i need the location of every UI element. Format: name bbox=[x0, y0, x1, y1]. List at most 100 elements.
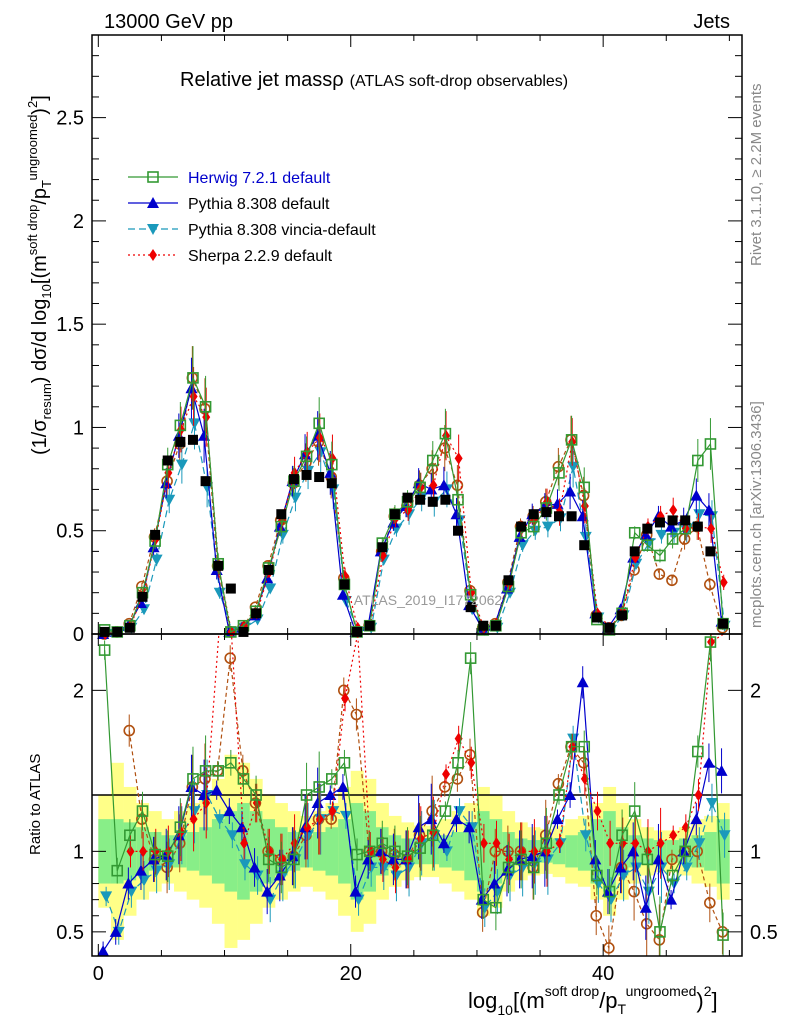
ratio-marker bbox=[338, 756, 351, 769]
ratio-marker bbox=[350, 708, 363, 721]
band-inner-bin bbox=[186, 832, 200, 871]
ratio-marker bbox=[464, 652, 477, 664]
ratio-marker bbox=[555, 837, 564, 850]
data-point bbox=[187, 434, 198, 445]
series-marker bbox=[690, 489, 703, 501]
ratio-marker bbox=[414, 842, 426, 854]
ratio-marker bbox=[564, 789, 577, 800]
ratio-marker bbox=[679, 845, 692, 858]
ratio-marker bbox=[653, 934, 666, 946]
ratio-marker bbox=[603, 942, 615, 954]
series-marker bbox=[315, 431, 324, 444]
ratio-marker bbox=[439, 805, 452, 817]
ratio-marker bbox=[654, 926, 666, 938]
data-point bbox=[301, 469, 312, 480]
series-marker bbox=[655, 529, 668, 541]
ratio-marker bbox=[363, 845, 376, 858]
series-marker bbox=[704, 438, 717, 450]
legend: Herwig 7.2.1 default Pythia 8.308 default… bbox=[128, 170, 376, 265]
ratio-marker bbox=[275, 861, 288, 874]
ratio-marker bbox=[515, 853, 527, 866]
series-marker bbox=[187, 372, 199, 384]
ratio-marker bbox=[426, 829, 439, 842]
energy-label: 13000 GeV pp bbox=[104, 11, 233, 33]
ratio-marker bbox=[126, 845, 135, 858]
ratio-marker bbox=[401, 850, 414, 862]
ratio-marker bbox=[463, 821, 476, 833]
ratio-marker bbox=[705, 798, 718, 810]
ratio-marker bbox=[111, 864, 124, 877]
ratio-marker bbox=[526, 850, 539, 862]
ratio-marker bbox=[250, 789, 262, 801]
ratio-marker bbox=[530, 845, 539, 858]
data-point bbox=[642, 523, 653, 534]
series-marker bbox=[628, 526, 641, 539]
data-point bbox=[251, 608, 262, 619]
ratio-marker bbox=[362, 853, 375, 865]
series-marker bbox=[564, 485, 577, 497]
data-point bbox=[566, 511, 577, 522]
legend-label: Sherpa 2.2.9 default bbox=[188, 248, 333, 265]
ratio-marker bbox=[579, 830, 592, 842]
data-point bbox=[352, 626, 363, 637]
series-marker bbox=[702, 504, 715, 516]
series-marker bbox=[719, 576, 728, 589]
ratio-marker bbox=[199, 765, 212, 777]
ratio-marker bbox=[639, 901, 652, 913]
data-point bbox=[364, 620, 375, 631]
data-point bbox=[415, 494, 426, 505]
ratio-marker bbox=[136, 805, 149, 817]
series-marker bbox=[326, 458, 338, 471]
series-marker bbox=[437, 479, 450, 491]
ratio-marker bbox=[603, 885, 616, 898]
ratio-marker bbox=[326, 773, 338, 785]
ratio-y-tick-label: 2 bbox=[73, 680, 84, 702]
ratio-marker bbox=[490, 901, 502, 914]
data-point bbox=[427, 496, 438, 507]
data-point bbox=[377, 542, 388, 553]
ratio-marker bbox=[666, 869, 679, 882]
ratio-marker bbox=[631, 837, 640, 850]
ratio-marker bbox=[665, 893, 678, 905]
series-marker bbox=[150, 554, 163, 566]
series-marker bbox=[707, 522, 716, 535]
ratio-marker bbox=[376, 837, 389, 850]
data-point bbox=[680, 515, 691, 526]
ratio-marker bbox=[224, 652, 237, 664]
data-point bbox=[440, 494, 451, 505]
band-inner-bin bbox=[110, 819, 124, 884]
plot-title: Relative jet massρ (ATLAS soft-drop obser… bbox=[180, 69, 568, 91]
ratio-marker bbox=[616, 829, 628, 842]
ratio-marker bbox=[262, 853, 275, 866]
series-marker bbox=[438, 442, 451, 454]
series-marker bbox=[439, 427, 452, 440]
band-inner-bin bbox=[451, 832, 465, 871]
ratio-marker bbox=[690, 813, 703, 825]
ratio-marker bbox=[576, 676, 589, 688]
ratio-marker bbox=[210, 784, 223, 796]
data-point bbox=[124, 622, 135, 633]
series-marker bbox=[681, 522, 690, 535]
ratio-marker bbox=[122, 877, 135, 889]
ratio-marker bbox=[149, 848, 161, 861]
rivet-version-label: Rivet 3.1.10, ≥ 2.2M events bbox=[748, 84, 765, 267]
data-point bbox=[389, 509, 400, 520]
data-point bbox=[629, 546, 640, 557]
y-axis-label-ratio: Ratio to ATLAS bbox=[27, 754, 44, 855]
series-marker bbox=[261, 572, 274, 584]
legend-marker bbox=[147, 224, 159, 235]
data-point bbox=[579, 540, 590, 551]
ratio-marker bbox=[450, 813, 463, 825]
ratio-y-tick-label-right: 0.5 bbox=[750, 922, 778, 944]
data-point bbox=[478, 620, 489, 631]
ratio-marker bbox=[425, 813, 438, 825]
series-marker bbox=[414, 481, 426, 494]
ratio-marker bbox=[336, 780, 349, 792]
series-marker bbox=[665, 520, 678, 532]
ratio-marker bbox=[212, 765, 225, 777]
data-point bbox=[112, 626, 123, 637]
ratio-marker bbox=[136, 813, 148, 825]
data-point bbox=[276, 509, 287, 520]
ratio-marker bbox=[351, 848, 363, 861]
